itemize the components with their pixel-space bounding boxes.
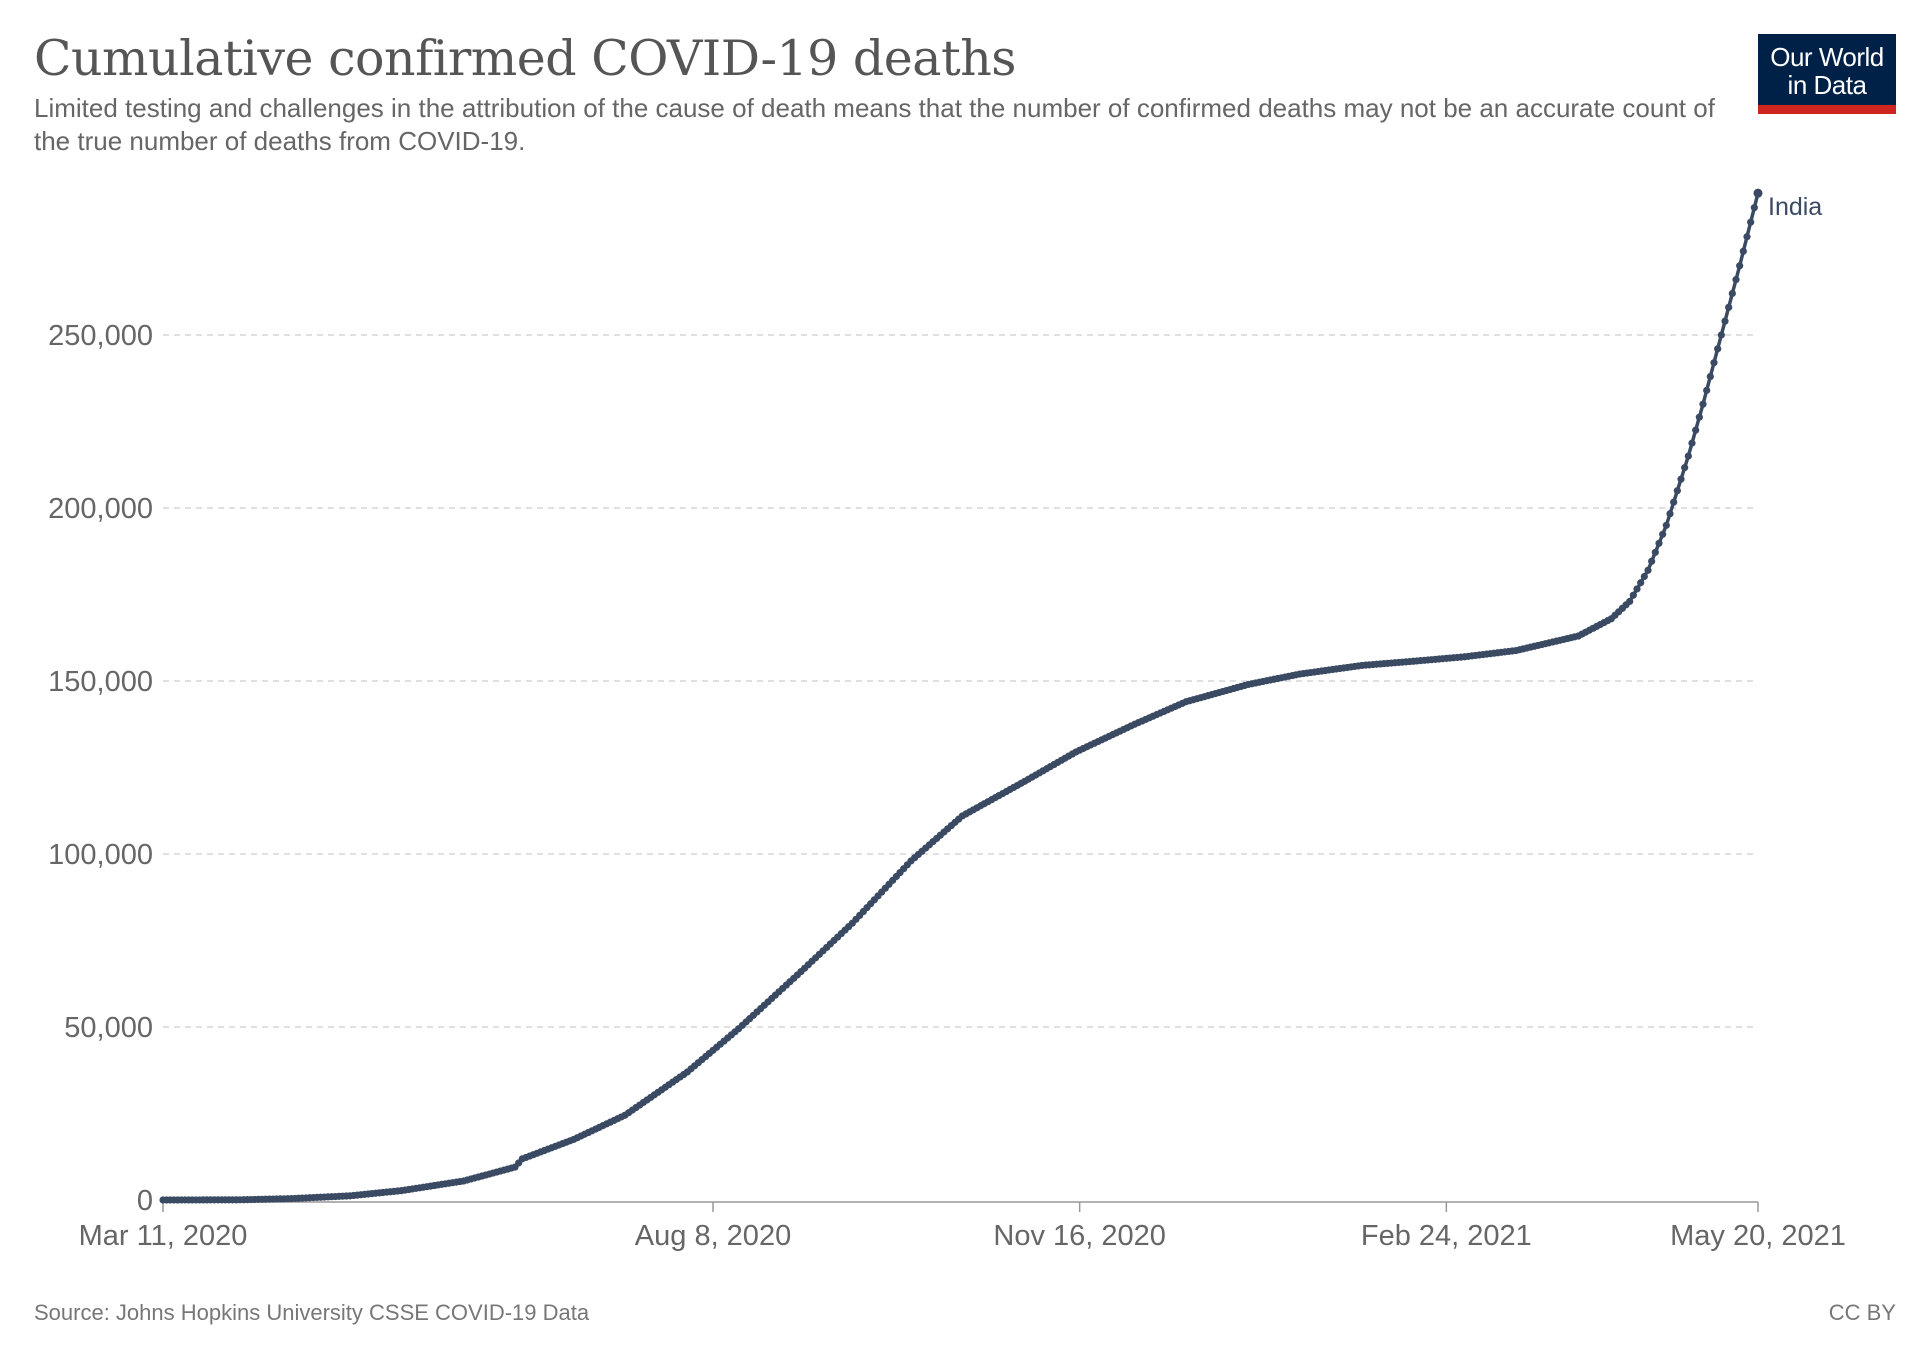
data-point xyxy=(1648,557,1656,565)
data-point xyxy=(1739,247,1747,255)
series-line-india xyxy=(162,192,1760,1202)
y-tick-label: 200,000 xyxy=(48,493,153,525)
license-note[interactable]: CC BY xyxy=(1828,1300,1896,1325)
data-point xyxy=(1684,452,1692,460)
data-point xyxy=(1640,572,1648,581)
logo-line-2: in Data xyxy=(1787,70,1867,100)
data-point xyxy=(1677,475,1685,483)
chart-title: Cumulative confirmed COVID-19 deaths xyxy=(34,30,1016,87)
y-tick-label: 50,000 xyxy=(64,1012,153,1044)
data-point xyxy=(1736,262,1744,270)
data-point xyxy=(1743,233,1751,241)
x-tick-label: Nov 16, 2020 xyxy=(993,1220,1166,1252)
x-tick-label: Mar 11, 2020 xyxy=(79,1220,248,1252)
source-note: Source: Johns Hopkins University CSSE CO… xyxy=(34,1300,590,1325)
data-point xyxy=(1750,204,1758,212)
data-point xyxy=(1732,276,1740,284)
data-point xyxy=(1721,317,1729,325)
x-tick-label: Feb 24, 2021 xyxy=(1361,1220,1532,1252)
data-point xyxy=(1655,539,1663,547)
data-point xyxy=(1651,548,1659,556)
data-point xyxy=(1626,597,1634,606)
data-point xyxy=(1710,359,1718,367)
data-point xyxy=(1673,487,1681,495)
data-point xyxy=(1629,591,1637,599)
data-point xyxy=(1659,530,1667,538)
data-point xyxy=(1703,386,1711,394)
logo-line-1: Our World xyxy=(1770,42,1884,72)
series-end-point xyxy=(1753,188,1763,198)
data-point xyxy=(1725,303,1733,311)
data-point xyxy=(1706,372,1714,381)
data-point xyxy=(1681,464,1689,472)
data-point xyxy=(1714,345,1722,353)
data-point xyxy=(1644,566,1652,574)
data-point xyxy=(1747,218,1755,226)
y-tick-label: 0 xyxy=(137,1185,153,1217)
owid-logo[interactable]: Our World in Data xyxy=(1758,34,1896,114)
data-point xyxy=(1666,510,1674,518)
data-point xyxy=(1662,521,1670,529)
chart-subtitle: Limited testing and challenges in the at… xyxy=(34,93,1715,156)
y-tick-label: 150,000 xyxy=(48,666,153,698)
series-label-india: India xyxy=(1768,193,1822,221)
y-tick-label: 250,000 xyxy=(48,320,153,352)
data-point xyxy=(1633,585,1641,593)
data-point xyxy=(1637,579,1645,587)
data-point xyxy=(1695,413,1703,421)
data-point xyxy=(1717,331,1725,339)
data-point xyxy=(1699,400,1707,408)
x-tick-label: May 20, 2021 xyxy=(1670,1220,1846,1252)
data-point xyxy=(1728,289,1736,298)
y-tick-label: 100,000 xyxy=(48,839,153,871)
x-tick-label: Aug 8, 2020 xyxy=(635,1220,791,1252)
logo-accent-bar xyxy=(1758,105,1896,114)
data-point xyxy=(1692,426,1700,434)
data-point xyxy=(1670,498,1678,506)
data-point xyxy=(1688,439,1696,447)
